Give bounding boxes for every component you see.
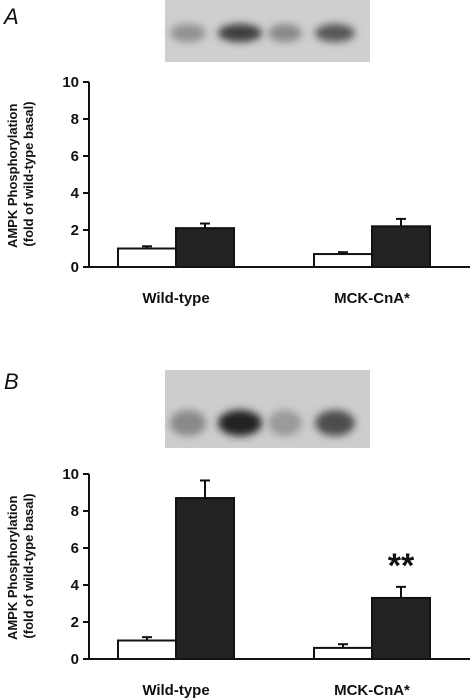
blot-band <box>315 24 355 42</box>
plot-area: 0 2 4 6 8 10 Wild-type MCK-CnA* ** <box>62 466 470 698</box>
western-blot <box>165 0 370 62</box>
significance-annotation: ** <box>388 547 415 585</box>
panel-label: A <box>2 4 19 29</box>
category-label: MCK-CnA* <box>334 682 410 698</box>
y-tick-label: 0 <box>71 651 79 668</box>
y-axis-label-line-1: AMPK Phosphorylation <box>5 496 20 641</box>
bar <box>371 225 431 269</box>
category-label: MCK-CnA* <box>334 290 410 307</box>
category-label: Wild-type <box>142 290 209 307</box>
bar <box>175 497 235 660</box>
y-axis-label: AMPK Phosphorylation (fold of wild-type … <box>5 492 36 640</box>
y-tick-label: 2 <box>71 614 79 631</box>
blot-band <box>218 410 262 436</box>
panel-b: B AMPK Phosphorylation (fold of wild-typ… <box>4 369 470 698</box>
y-tick-label: 6 <box>71 540 79 557</box>
blot-background <box>165 370 370 448</box>
y-tick-label: 10 <box>62 74 79 91</box>
blot-band <box>315 410 355 436</box>
y-tick-label: 10 <box>62 466 79 483</box>
y-tick-label: 8 <box>71 111 79 128</box>
western-blot <box>165 370 370 448</box>
bar <box>175 227 235 268</box>
panel-label: B <box>4 369 19 394</box>
blot-band <box>170 24 206 42</box>
blot-band <box>170 410 206 436</box>
bar <box>117 247 177 268</box>
bar <box>313 253 373 269</box>
plot-area: 0 2 4 6 8 10 Wild-type MCK-CnA* <box>62 74 470 307</box>
bar <box>371 596 431 661</box>
panel-a: A AMPK Phosphorylation (fold of wild-typ… <box>2 0 470 307</box>
y-tick-label: 0 <box>71 259 79 276</box>
y-tick-label: 8 <box>71 503 79 520</box>
y-axis-label-line-1: AMPK Phosphorylation <box>5 104 20 249</box>
blot-band <box>218 24 262 42</box>
bar <box>117 639 177 660</box>
blot-band <box>268 410 302 436</box>
y-tick-label: 6 <box>71 148 79 165</box>
y-tick-label: 4 <box>71 577 80 594</box>
blot-band <box>268 24 302 42</box>
y-axis-label: AMPK Phosphorylation (fold of wild-type … <box>5 100 36 248</box>
bar <box>313 646 373 661</box>
y-axis-label-line-2: (fold of wild-type basal) <box>21 101 36 246</box>
category-label: Wild-type <box>142 682 209 698</box>
y-tick-label: 2 <box>71 222 79 239</box>
y-tick-label: 4 <box>71 185 80 202</box>
y-axis-label-line-2: (fold of wild-type basal) <box>21 493 36 638</box>
